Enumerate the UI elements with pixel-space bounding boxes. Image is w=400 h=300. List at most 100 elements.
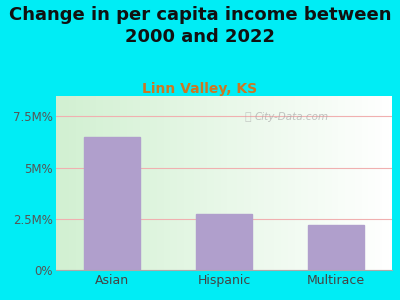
Bar — [365, 96, 368, 270]
Bar — [90, 96, 93, 270]
Bar — [224, 96, 227, 270]
Bar — [325, 96, 328, 270]
Bar — [288, 96, 291, 270]
Bar — [261, 96, 264, 270]
Text: ⓘ: ⓘ — [244, 112, 251, 122]
Bar — [264, 96, 268, 270]
Bar — [358, 96, 362, 270]
Bar — [355, 96, 358, 270]
Bar — [318, 96, 322, 270]
Bar — [291, 96, 294, 270]
Bar — [126, 96, 130, 270]
Bar — [271, 96, 274, 270]
Bar — [338, 96, 342, 270]
Bar — [157, 96, 160, 270]
Bar — [352, 96, 355, 270]
Bar — [80, 96, 83, 270]
Bar — [83, 96, 86, 270]
Bar — [110, 96, 113, 270]
Bar — [335, 96, 338, 270]
Bar — [210, 96, 214, 270]
Bar — [160, 96, 164, 270]
Bar — [322, 96, 325, 270]
Bar — [154, 96, 157, 270]
Bar — [221, 96, 224, 270]
Bar — [308, 96, 311, 270]
Bar — [180, 96, 184, 270]
Bar — [248, 96, 251, 270]
Bar — [196, 214, 252, 270]
Bar — [177, 96, 180, 270]
Bar — [197, 96, 200, 270]
Bar — [372, 96, 375, 270]
Bar — [254, 96, 258, 270]
Bar — [308, 225, 364, 270]
Bar — [167, 96, 170, 270]
Bar — [385, 96, 389, 270]
Bar — [315, 96, 318, 270]
Bar — [328, 96, 332, 270]
Bar — [120, 96, 123, 270]
Bar — [332, 96, 335, 270]
Bar — [103, 96, 106, 270]
Bar — [140, 96, 143, 270]
Bar — [106, 96, 110, 270]
Bar — [251, 96, 254, 270]
Bar — [207, 96, 210, 270]
Bar — [174, 96, 177, 270]
Bar — [301, 96, 305, 270]
Bar — [389, 96, 392, 270]
Bar — [113, 96, 116, 270]
Bar — [298, 96, 301, 270]
Bar — [234, 96, 238, 270]
Bar — [231, 96, 234, 270]
Bar — [200, 96, 204, 270]
Bar — [258, 96, 261, 270]
Bar — [150, 96, 154, 270]
Bar — [382, 96, 385, 270]
Bar — [56, 96, 59, 270]
Text: Change in per capita income between
2000 and 2022: Change in per capita income between 2000… — [9, 6, 391, 46]
Bar — [137, 96, 140, 270]
Bar — [73, 96, 76, 270]
Bar — [133, 96, 137, 270]
Bar — [63, 96, 66, 270]
Bar — [378, 96, 382, 270]
Bar — [194, 96, 197, 270]
Bar — [227, 96, 231, 270]
Bar — [116, 96, 120, 270]
Text: City-Data.com: City-Data.com — [254, 112, 328, 122]
Bar — [244, 96, 248, 270]
Bar — [123, 96, 126, 270]
Bar — [96, 96, 100, 270]
Bar — [362, 96, 365, 270]
Bar — [66, 96, 70, 270]
Bar — [311, 96, 315, 270]
Bar — [204, 96, 207, 270]
Bar — [375, 96, 378, 270]
Bar — [86, 96, 90, 270]
Bar — [238, 96, 241, 270]
Bar — [345, 96, 348, 270]
Bar — [368, 96, 372, 270]
Bar — [164, 96, 167, 270]
Bar — [278, 96, 281, 270]
Bar — [170, 96, 174, 270]
Bar — [281, 96, 284, 270]
Bar — [294, 96, 298, 270]
Bar — [214, 96, 217, 270]
Bar — [190, 96, 194, 270]
Bar — [217, 96, 221, 270]
Text: Linn Valley, KS: Linn Valley, KS — [142, 82, 258, 97]
Bar — [305, 96, 308, 270]
Bar — [348, 96, 352, 270]
Bar — [59, 96, 63, 270]
Bar — [100, 96, 103, 270]
Bar — [93, 96, 96, 270]
Bar — [274, 96, 278, 270]
Bar — [70, 96, 73, 270]
Bar — [76, 96, 80, 270]
Bar — [84, 137, 140, 270]
Bar — [342, 96, 345, 270]
Bar — [184, 96, 187, 270]
